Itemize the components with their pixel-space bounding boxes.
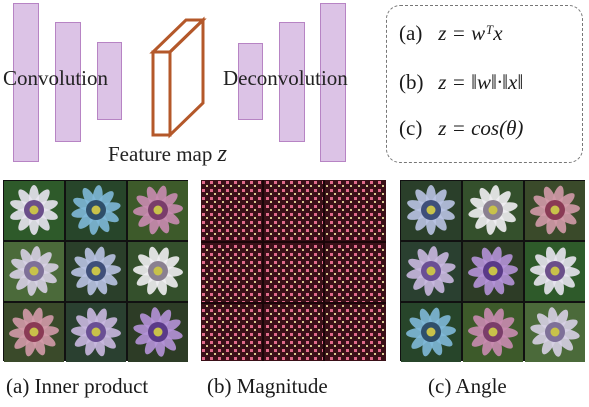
flower-thumbnail bbox=[463, 303, 523, 362]
conv-layer-1 bbox=[13, 3, 39, 162]
conv-layer-3 bbox=[97, 42, 122, 120]
feature-map-block bbox=[149, 16, 207, 139]
formula-inner-product: (a) z = wᵀx bbox=[399, 21, 503, 46]
panel-magnitude bbox=[201, 180, 386, 361]
caption-angle: (c) Angle bbox=[428, 374, 507, 398]
conv-layer-2 bbox=[55, 22, 81, 142]
feature-map-label: Feature map z bbox=[108, 141, 227, 168]
flower-thumbnail bbox=[66, 242, 126, 301]
magnitude-texture bbox=[201, 180, 386, 361]
flower-thumbnail bbox=[128, 303, 188, 362]
flower-thumbnail bbox=[401, 303, 461, 362]
flower-thumbnail bbox=[4, 303, 64, 362]
formula-tag: (a) bbox=[399, 21, 423, 45]
caption-magnitude: (b) Magnitude bbox=[207, 374, 328, 398]
flower-thumbnail bbox=[525, 181, 585, 240]
panel-inner-product bbox=[3, 180, 188, 362]
formula-angle: (c) z = cos(θ) bbox=[399, 116, 523, 141]
formula-magnitude: (b) z = ‖w‖·‖x‖ bbox=[399, 70, 523, 95]
deconv-layer-3 bbox=[320, 3, 346, 162]
formula-tag: (b) bbox=[399, 70, 424, 94]
flower-thumbnail bbox=[128, 181, 188, 240]
formula-box: (a) z = wᵀx (b) z = ‖w‖·‖x‖ (c) z = cos(… bbox=[386, 5, 583, 163]
decoder-label: Deconvolution bbox=[223, 66, 348, 90]
encoder-label: Convolution bbox=[3, 66, 109, 90]
flower-thumbnail bbox=[66, 303, 126, 362]
flower-thumbnail bbox=[128, 242, 188, 301]
flower-thumbnail bbox=[401, 181, 461, 240]
flower-thumbnail bbox=[463, 181, 523, 240]
flower-thumbnail bbox=[4, 242, 64, 301]
deconv-layer-1 bbox=[238, 43, 263, 120]
flower-thumbnail bbox=[66, 181, 126, 240]
flower-thumbnail bbox=[401, 242, 461, 301]
flower-thumbnail bbox=[525, 242, 585, 301]
feature-map-symbol: z bbox=[217, 141, 227, 167]
flower-thumbnail bbox=[463, 242, 523, 301]
formula-expression: z = cos(θ) bbox=[438, 116, 524, 140]
flower-thumbnail bbox=[525, 303, 585, 362]
feature-map-text: Feature map bbox=[108, 142, 213, 166]
formula-expression: z = ‖w‖·‖x‖ bbox=[438, 70, 524, 94]
panel-angle bbox=[400, 180, 585, 362]
formula-expression: z = wᵀx bbox=[438, 21, 503, 45]
flower-thumbnail bbox=[4, 181, 64, 240]
formula-tag: (c) bbox=[399, 116, 423, 140]
deconv-layer-2 bbox=[279, 22, 305, 142]
caption-inner-product: (a) Inner product bbox=[6, 374, 149, 398]
